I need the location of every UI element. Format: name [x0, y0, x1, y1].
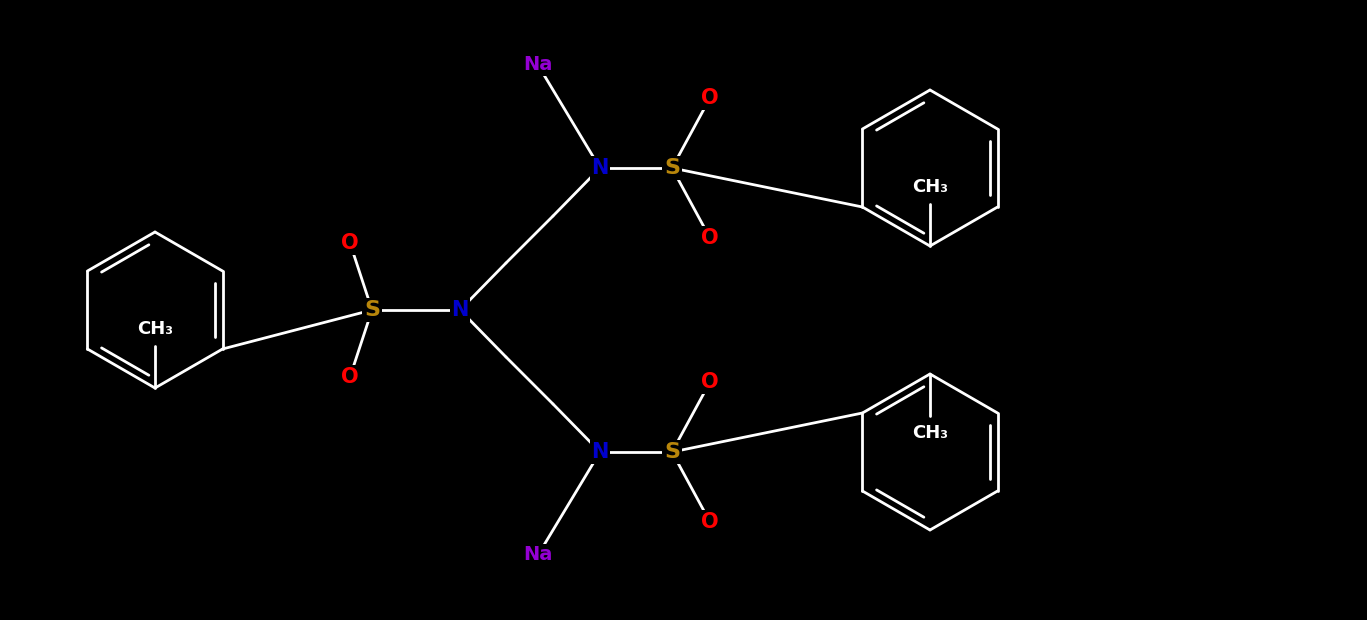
Text: CH₃: CH₃: [137, 320, 174, 338]
Text: O: O: [342, 233, 358, 253]
Text: S: S: [364, 300, 380, 320]
Text: N: N: [592, 442, 608, 462]
Text: Na: Na: [524, 56, 552, 74]
Text: O: O: [701, 512, 719, 532]
Text: O: O: [701, 372, 719, 392]
Text: S: S: [664, 442, 679, 462]
Text: N: N: [592, 158, 608, 178]
Text: CH₃: CH₃: [912, 424, 947, 442]
Text: O: O: [701, 228, 719, 248]
Text: N: N: [451, 300, 469, 320]
Text: O: O: [701, 88, 719, 108]
Text: O: O: [342, 367, 358, 387]
Text: CH₃: CH₃: [912, 178, 947, 196]
Text: Na: Na: [524, 546, 552, 564]
Text: S: S: [664, 158, 679, 178]
